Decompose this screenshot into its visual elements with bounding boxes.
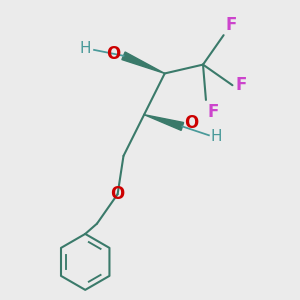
Text: H: H [80, 41, 91, 56]
Text: H: H [210, 129, 222, 144]
Text: O: O [184, 115, 198, 133]
Text: F: F [207, 103, 219, 121]
Text: O: O [110, 185, 125, 203]
Text: F: F [225, 16, 236, 34]
Polygon shape [144, 115, 184, 130]
Text: O: O [106, 45, 121, 63]
Text: F: F [236, 76, 247, 94]
Polygon shape [122, 52, 165, 74]
